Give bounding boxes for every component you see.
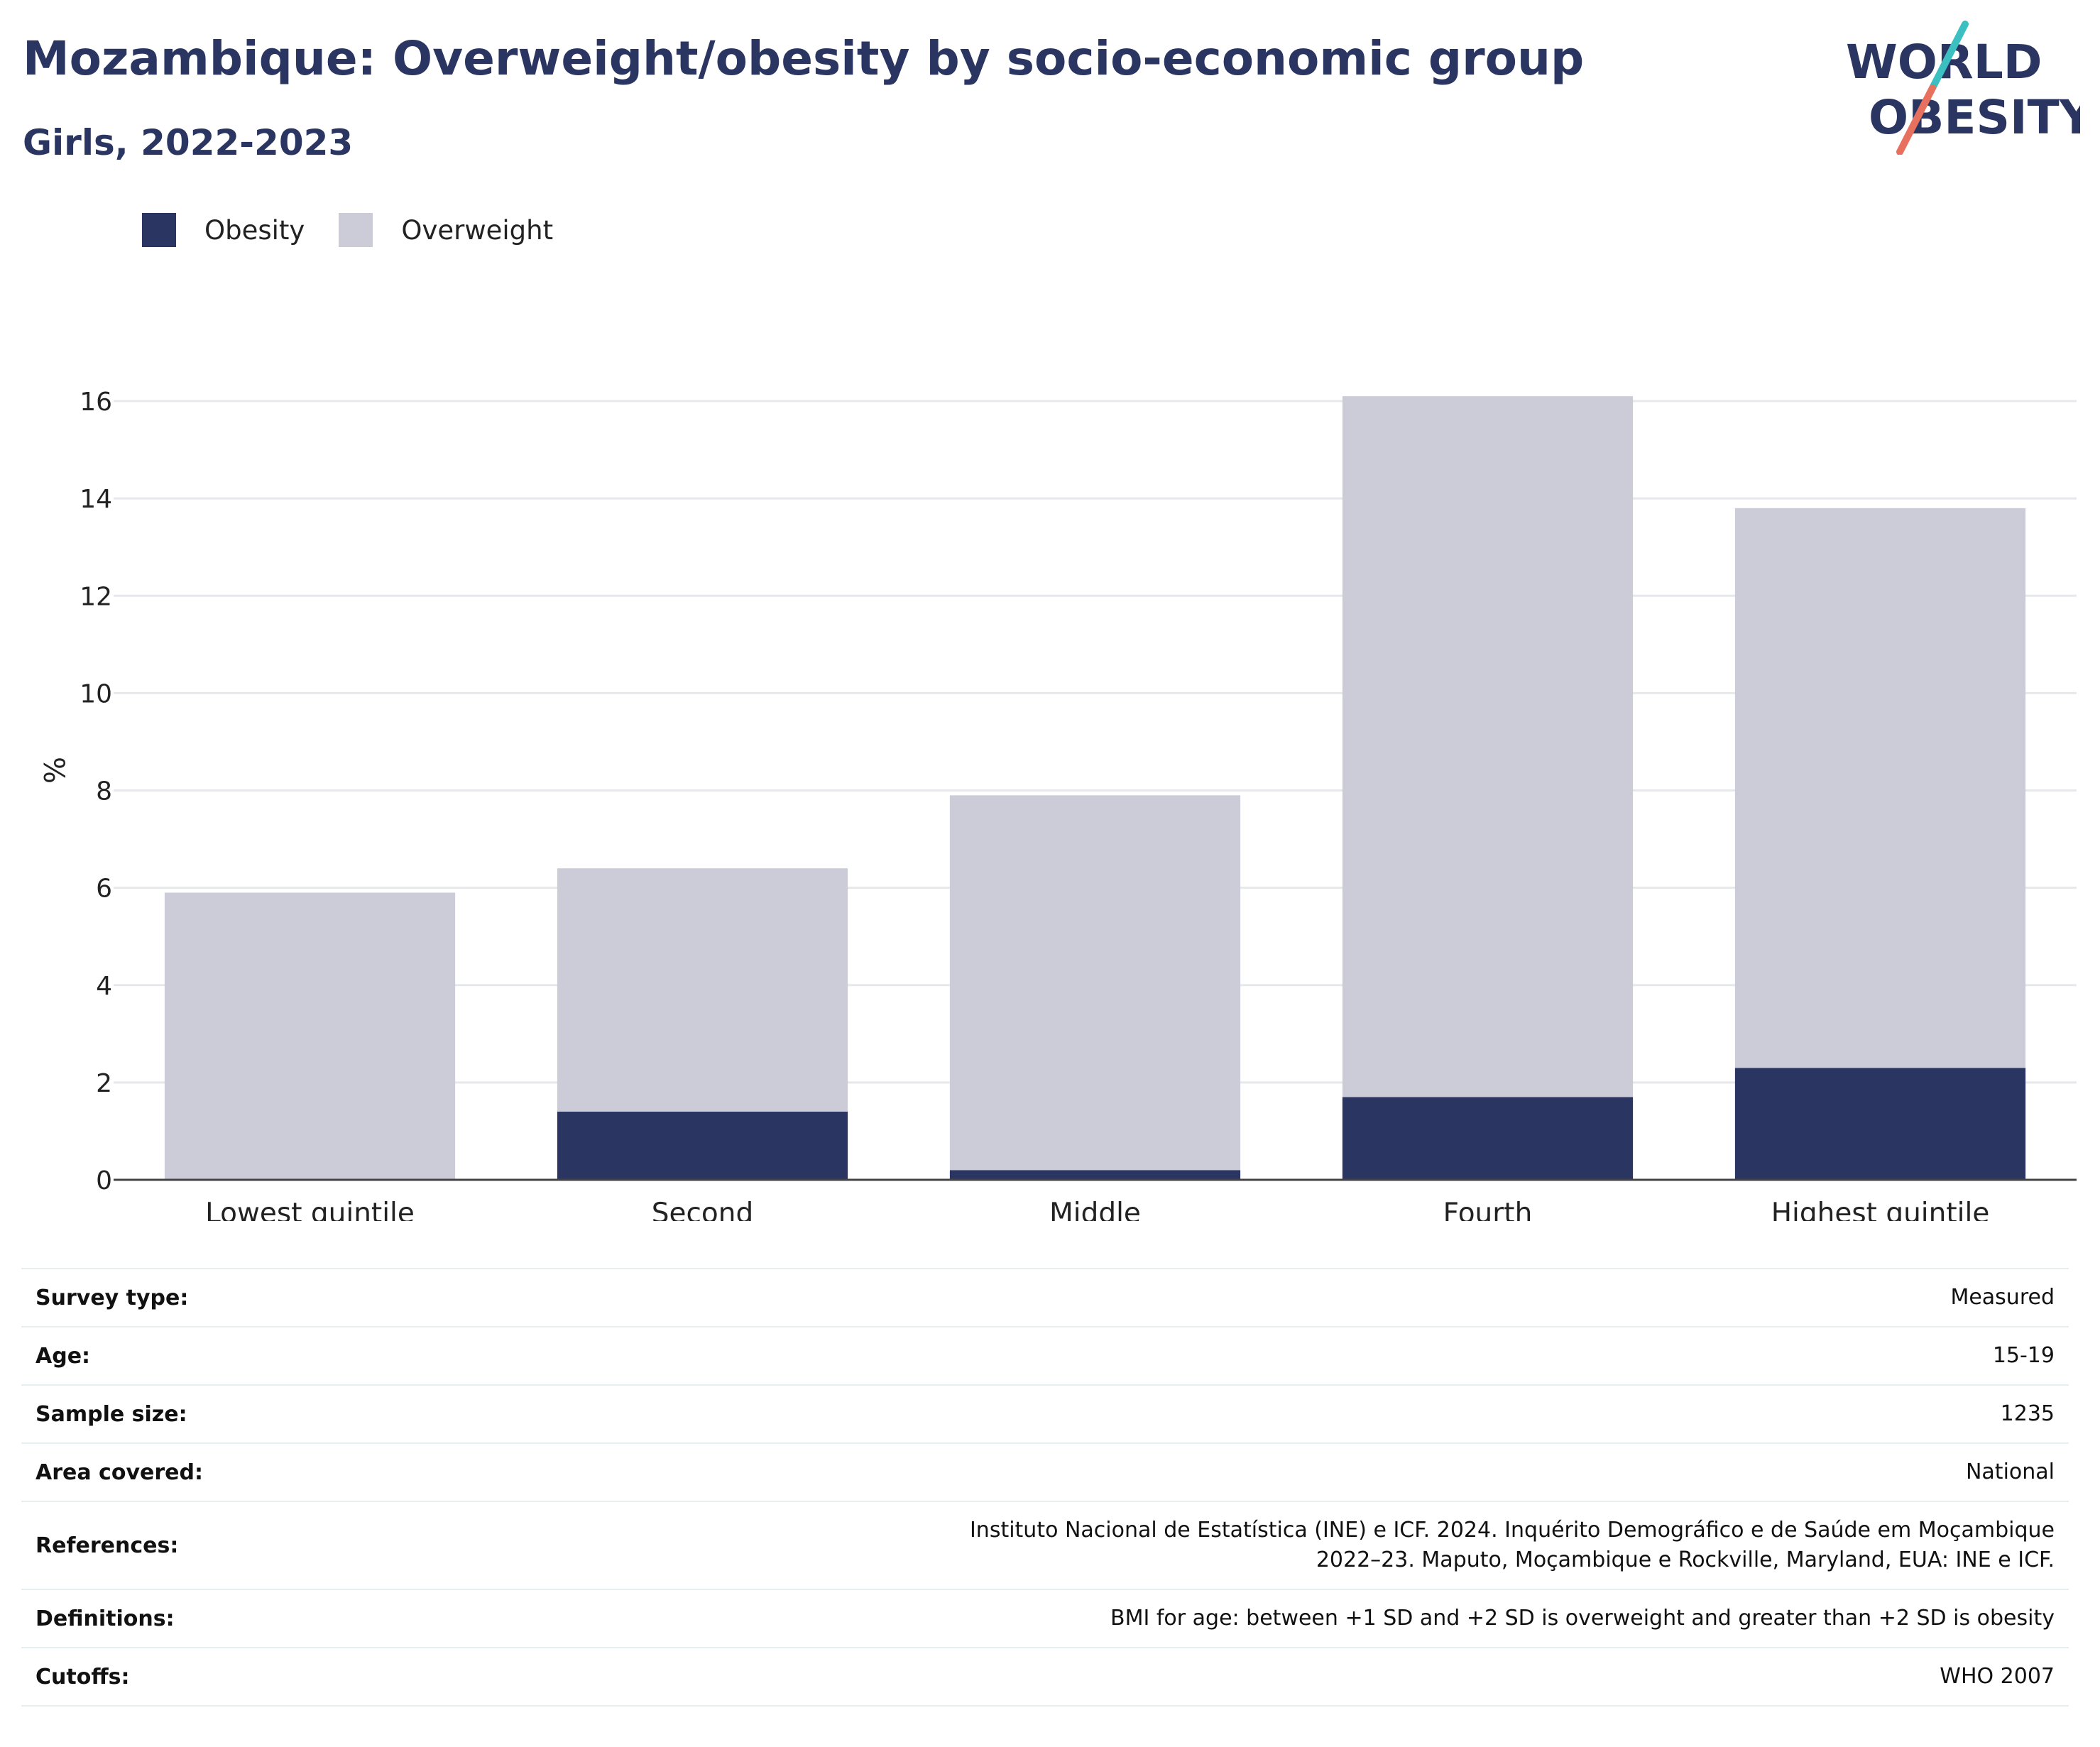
row-value-references: Instituto Nacional de Estatística (INE) …	[447, 1501, 2069, 1589]
x-tick-label: Lowest quintile	[205, 1198, 415, 1221]
row-key-survey-type: Survey type:	[21, 1268, 447, 1327]
y-tick-label: 4	[96, 972, 112, 1001]
row-key-cutoffs: Cutoffs:	[21, 1647, 447, 1707]
y-tick-label: 2	[96, 1069, 112, 1098]
y-tick-label: 16	[80, 388, 112, 417]
row-key-definitions: Definitions:	[21, 1589, 447, 1648]
legend-item-overweight[interactable]: Overweight	[339, 213, 553, 247]
x-tick-label: Second	[652, 1198, 754, 1221]
chart-subtitle: Girls, 2022-2023	[23, 122, 354, 163]
bar-overweight-2[interactable]	[949, 795, 1241, 1171]
row-value-sample-size: 1235	[447, 1384, 2069, 1443]
chart-legend: Obesity Overweight	[142, 210, 587, 250]
row-value-definitions: BMI for age: between +1 SD and +2 SD is …	[447, 1589, 2069, 1648]
y-tick-label: 14	[80, 485, 112, 514]
logo-line-2: OBESITY	[1869, 90, 2080, 145]
table-row: Definitions: BMI for age: between +1 SD a…	[21, 1589, 2069, 1648]
table-row: Sample size: 1235	[21, 1384, 2069, 1443]
table-row: References: Instituto Nacional de Estatís…	[21, 1501, 2069, 1589]
y-tick-label: 6	[96, 875, 112, 904]
y-tick-label: 12	[80, 582, 112, 611]
legend-swatch-overweight	[339, 213, 373, 247]
y-axis-label: %	[37, 757, 70, 784]
table-row: Cutoffs: WHO 2007	[21, 1647, 2069, 1707]
bar-overweight-4[interactable]	[1734, 508, 2026, 1068]
y-tick-label: 8	[96, 777, 112, 806]
row-key-age: Age:	[21, 1326, 447, 1385]
x-tick-label: Middle	[1049, 1198, 1141, 1221]
bar-overweight-0[interactable]	[164, 892, 456, 1180]
bars	[164, 396, 2026, 1180]
legend-label-overweight: Overweight	[401, 214, 554, 246]
y-tick-labels: 0 2 4 6 8 10 12 14 16	[80, 388, 112, 1195]
row-value-area-covered: National	[447, 1442, 2069, 1501]
table-row: Age: 15-19	[21, 1326, 2069, 1385]
y-tick-label: 0	[96, 1166, 112, 1195]
table-row: Area covered: National	[21, 1442, 2069, 1501]
row-key-references: References:	[21, 1501, 447, 1589]
bar-chart: % 0 2 4 6 8 10 12 14 16 Lowest quintile Second Mid…	[37, 388, 2077, 1221]
bar-obesity-3[interactable]	[1342, 1097, 1634, 1180]
y-tick-label: 10	[80, 679, 112, 708]
bar-obesity-4[interactable]	[1734, 1068, 2026, 1180]
chart-title: Mozambique: Overweight/obesity by socio-…	[23, 31, 1585, 86]
row-value-age: 15-19	[447, 1326, 2069, 1385]
x-tick-label: Highest quintile	[1771, 1198, 1990, 1221]
bar-obesity-1[interactable]	[557, 1112, 848, 1180]
bar-overweight-1[interactable]	[557, 868, 848, 1112]
legend-label-obesity: Obesity	[204, 214, 305, 246]
logo-slash-teal	[1929, 21, 1969, 92]
x-tick-labels: Lowest quintile Second Middle Fourth Highest…	[205, 1198, 1989, 1221]
row-value-cutoffs: WHO 2007	[447, 1647, 2069, 1707]
legend-swatch-obesity	[142, 213, 176, 247]
bar-overweight-3[interactable]	[1342, 396, 1634, 1097]
row-key-sample-size: Sample size:	[21, 1384, 447, 1443]
x-tick-label: Fourth	[1443, 1198, 1533, 1221]
bar-obesity-2[interactable]	[949, 1170, 1241, 1180]
row-value-survey-type: Measured	[447, 1268, 2069, 1327]
row-key-area-covered: Area covered:	[21, 1442, 447, 1501]
table-row: Survey type: Measured	[21, 1268, 2069, 1327]
world-obesity-logo: WORLD OBESITY	[1846, 21, 2080, 155]
logo-slash-coral	[1896, 84, 1936, 155]
survey-info-table: Survey type: Measured Age: 15-19 Sample si…	[21, 1268, 2069, 1707]
legend-item-obesity[interactable]: Obesity	[142, 213, 305, 247]
